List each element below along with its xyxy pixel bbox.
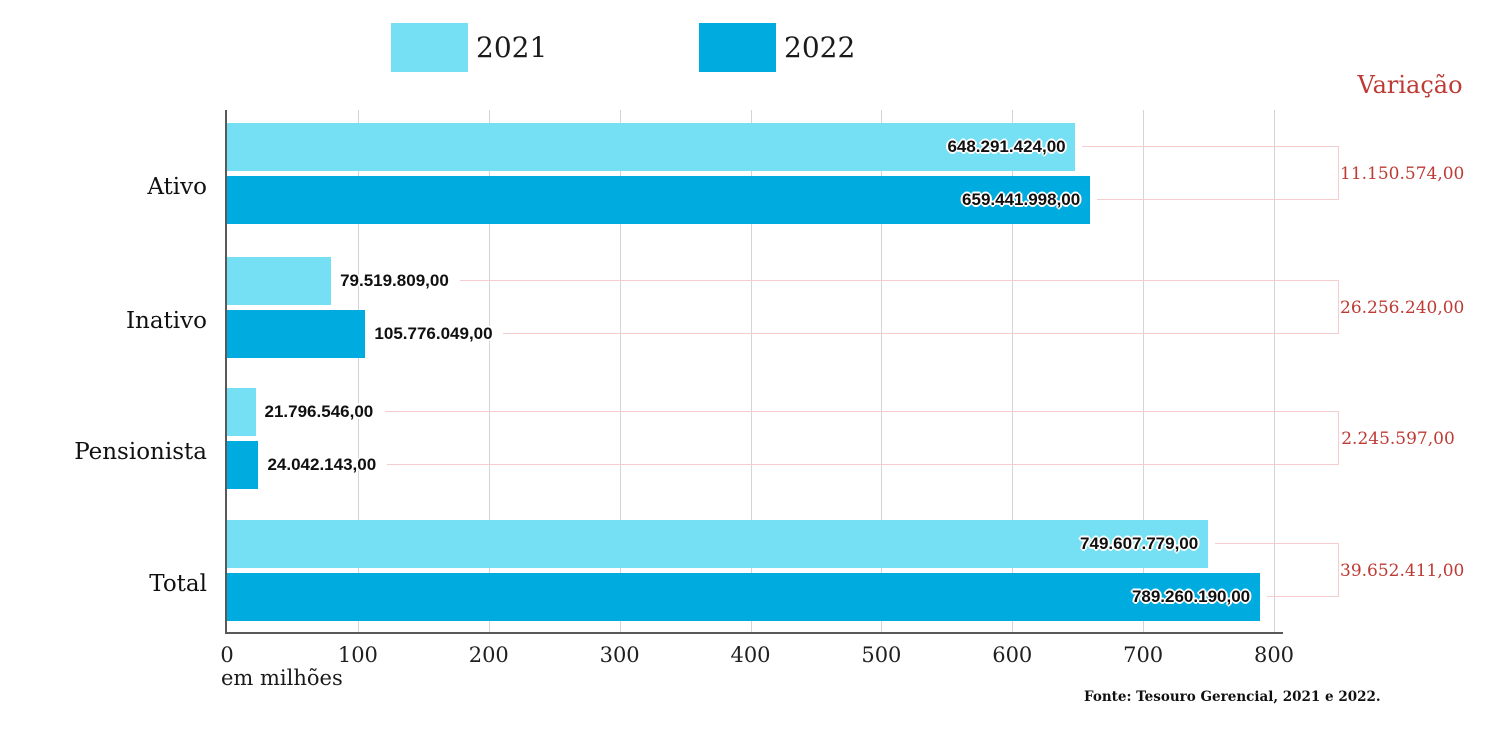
bar-value-ativo-2021: 648.291.424,00 — [947, 137, 1066, 156]
x-tick-label-300: 300 — [599, 643, 640, 667]
legend-label-2021: 2021 — [476, 30, 548, 64]
bar-value-total-2022: 789.260.190,00 — [1131, 587, 1251, 606]
variation-leader-ativo-2021 — [1082, 146, 1338, 147]
variation-bracket-ativo — [1338, 146, 1339, 200]
x-tick-label-200: 200 — [468, 643, 509, 667]
bar-value-pensionista-2022: 24.042.143,00 — [267, 455, 377, 474]
variation-bracket-inativo — [1338, 280, 1339, 334]
gridline-700 — [1143, 110, 1145, 632]
variation-value-total: 39.652.411,00 — [1340, 560, 1465, 581]
variation-bracket-total — [1338, 543, 1339, 597]
legend-swatch-2021 — [391, 22, 468, 72]
x-tick-label-700: 700 — [1123, 643, 1164, 667]
x-tick-label-500: 500 — [861, 643, 902, 667]
legend-item-2022: 2022 — [699, 22, 855, 72]
gridline-500 — [881, 110, 883, 632]
variation-leader-inativo-2022 — [503, 333, 1338, 334]
gridline-800 — [1274, 110, 1275, 632]
legend-label-2022: 2022 — [784, 30, 856, 64]
category-label-inativo: Inativo — [125, 308, 207, 334]
x-tick-label-800: 800 — [1253, 643, 1295, 667]
bar-total-2022 — [227, 573, 1260, 621]
bar-ativo-2021 — [227, 123, 1076, 171]
variation-bracket-pensionista — [1338, 411, 1339, 465]
bar-value-inativo-2021: 79.519.809,00 — [340, 271, 449, 290]
bar-total-2021 — [227, 520, 1209, 568]
legend-item-2021: 2021 — [391, 22, 547, 72]
bar-value-pensionista-2021: 21.796.546,00 — [264, 402, 374, 421]
variation-leader-inativo-2021 — [460, 280, 1338, 281]
bar-value-total-2021: 749.607.779,00 — [1080, 534, 1199, 553]
variation-leader-pensionista-2022 — [387, 464, 1338, 465]
legend-swatch-2022 — [699, 22, 776, 72]
gridline-200 — [488, 110, 490, 632]
bar-pensionista-2021 — [227, 388, 256, 436]
bar-value-ativo-2022: 659.441.998,00 — [962, 190, 1081, 209]
y-axis-line — [225, 110, 227, 633]
bar-value-inativo-2022: 105.776.049,00 — [374, 324, 493, 343]
x-tick-label-100: 100 — [337, 643, 378, 667]
variation-column-header: Variação — [1357, 71, 1463, 99]
gridline-600 — [1012, 110, 1014, 632]
x-tick-label-400: 400 — [730, 643, 771, 667]
x-tick-label-0: 0 — [220, 643, 234, 667]
variation-value-ativo: 11.150.574,00 — [1340, 163, 1465, 184]
gridline-100 — [357, 110, 359, 632]
bar-ativo-2022 — [227, 176, 1091, 224]
gridline-400 — [750, 110, 752, 632]
category-label-ativo: Ativo — [147, 174, 207, 200]
variation-value-pensionista: 2.245.597,00 — [1341, 428, 1455, 449]
source-footnote: Fonte: Tesouro Gerencial, 2021 e 2022. — [1084, 689, 1381, 705]
variation-value-inativo: 26.256.240,00 — [1340, 297, 1465, 318]
category-label-total: Total — [149, 571, 207, 597]
x-axis-title: em milhões — [221, 666, 343, 690]
gridline-300 — [619, 110, 621, 632]
variation-leader-total-2021 — [1215, 543, 1338, 544]
category-label-pensionista: Pensionista — [74, 439, 207, 465]
bar-pensionista-2022 — [227, 441, 259, 489]
x-axis-line — [225, 632, 1283, 634]
bar-inativo-2021 — [227, 257, 332, 305]
variation-leader-total-2022 — [1266, 596, 1338, 597]
variation-leader-ativo-2022 — [1097, 199, 1338, 200]
variation-leader-pensionista-2021 — [384, 411, 1338, 412]
bar-inativo-2022 — [227, 310, 366, 358]
x-tick-label-600: 600 — [992, 643, 1033, 667]
